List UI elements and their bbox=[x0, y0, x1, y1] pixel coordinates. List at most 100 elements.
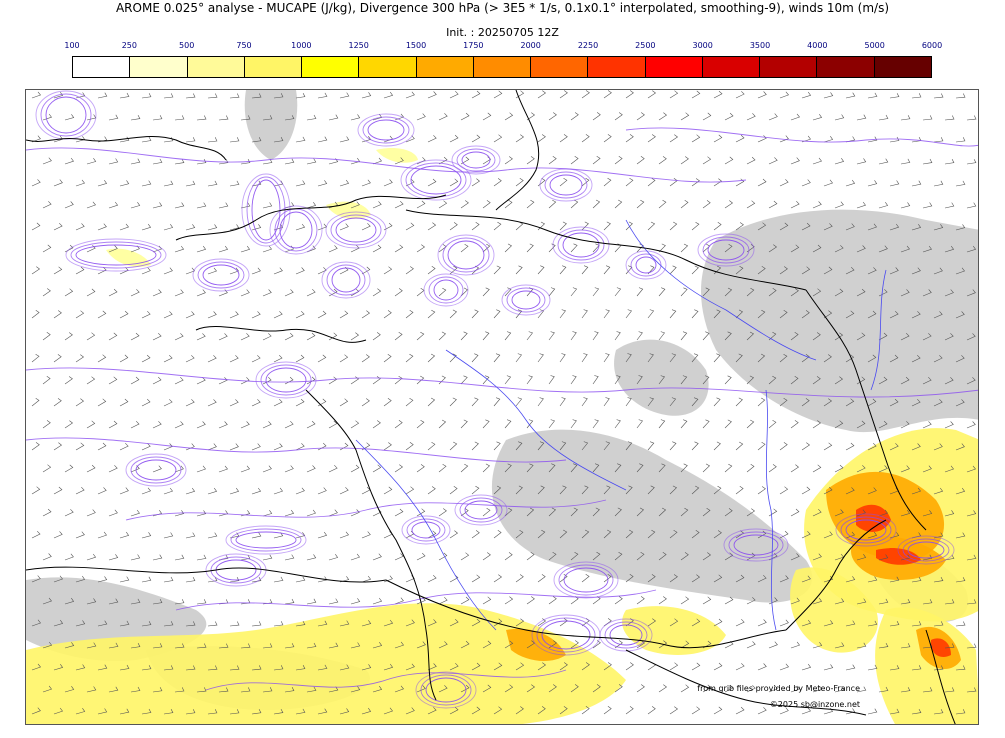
wind-barb bbox=[977, 229, 978, 230]
wind-barb bbox=[207, 665, 218, 671]
divergence-contour bbox=[433, 279, 459, 301]
wind-barb bbox=[724, 552, 734, 561]
wind-barb bbox=[933, 355, 943, 363]
wind-barb bbox=[427, 619, 437, 627]
divergence-contour bbox=[625, 127, 978, 147]
wind-barb bbox=[372, 597, 383, 605]
wind-barb bbox=[944, 687, 955, 693]
wind-barb bbox=[922, 421, 932, 429]
wind-barb bbox=[229, 311, 239, 319]
wind-barb bbox=[361, 310, 371, 319]
wind-barb bbox=[735, 706, 745, 715]
divergence-contour bbox=[425, 677, 467, 703]
wind-barb bbox=[493, 134, 503, 143]
wind-barb bbox=[581, 221, 589, 231]
wind-barb bbox=[933, 709, 944, 715]
wind-barb bbox=[647, 309, 655, 319]
wind-barb bbox=[306, 465, 316, 473]
wind-barb bbox=[966, 599, 977, 605]
wind-barb bbox=[955, 443, 965, 451]
wind-barb bbox=[801, 398, 810, 407]
wind-barb bbox=[427, 707, 437, 715]
wind-barb bbox=[152, 598, 163, 605]
wind-barb bbox=[185, 443, 195, 451]
wind-barb bbox=[42, 685, 52, 693]
wind-barb bbox=[548, 375, 555, 385]
wind-barb bbox=[460, 243, 469, 253]
wind-barb bbox=[702, 112, 712, 121]
wind-barb bbox=[504, 199, 513, 209]
wind-barb bbox=[603, 529, 612, 539]
wind-barb bbox=[207, 224, 218, 231]
wind-barb bbox=[680, 684, 690, 693]
wind-barb bbox=[680, 243, 689, 253]
wind-barb bbox=[185, 576, 196, 583]
wind-barb bbox=[31, 353, 40, 363]
wind-barb bbox=[867, 92, 878, 99]
wind-barb bbox=[812, 332, 821, 341]
wind-barb bbox=[449, 618, 459, 627]
wind-barb bbox=[823, 92, 834, 99]
wind-barb bbox=[922, 202, 933, 209]
wind-barb bbox=[361, 531, 371, 539]
wind-barb bbox=[570, 331, 577, 341]
wind-barb bbox=[537, 618, 547, 627]
wind-barb bbox=[856, 554, 867, 561]
wind-barb bbox=[955, 665, 966, 671]
wind-barb bbox=[515, 397, 523, 407]
divergence-contour bbox=[840, 516, 892, 544]
wind-barb bbox=[823, 398, 833, 407]
wind-barb bbox=[383, 310, 392, 319]
divergence-contour bbox=[26, 437, 567, 463]
wind-barb bbox=[416, 641, 426, 649]
wind-barb bbox=[834, 420, 844, 429]
wind-barb bbox=[141, 267, 151, 275]
wind-barb bbox=[581, 309, 588, 319]
wind-barb bbox=[933, 180, 944, 187]
divergence-contour bbox=[415, 671, 477, 709]
wind-barb bbox=[955, 532, 966, 539]
wind-barb bbox=[64, 288, 74, 297]
wind-barb bbox=[42, 420, 51, 429]
wind-barb bbox=[493, 353, 501, 363]
wind-barb bbox=[625, 309, 632, 319]
wind-barb bbox=[515, 353, 522, 363]
wind-barb bbox=[119, 92, 130, 99]
wind-barb bbox=[746, 200, 756, 209]
coastline bbox=[195, 326, 367, 343]
wind-barb bbox=[86, 420, 96, 429]
wind-barb bbox=[669, 397, 677, 407]
divergence-contour bbox=[733, 534, 779, 556]
divergence-contour bbox=[420, 674, 472, 706]
wind-barb bbox=[108, 288, 118, 297]
wind-barb bbox=[64, 553, 74, 561]
wind-barb bbox=[647, 397, 654, 407]
wind-barb bbox=[218, 159, 229, 165]
wind-barb bbox=[251, 399, 261, 407]
wind-barb bbox=[86, 201, 97, 209]
wind-barb bbox=[581, 90, 590, 99]
wind-barb bbox=[856, 376, 866, 385]
wind-barb bbox=[504, 156, 513, 165]
wind-barb bbox=[537, 309, 545, 319]
wind-barb bbox=[570, 640, 579, 649]
wind-barb bbox=[471, 178, 481, 187]
wind-barb bbox=[251, 180, 262, 187]
wind-barb bbox=[559, 265, 567, 275]
wind-barb bbox=[207, 709, 218, 715]
wind-barb bbox=[735, 618, 745, 627]
wind-barb bbox=[559, 485, 567, 495]
wind-barb bbox=[724, 200, 734, 209]
river bbox=[625, 219, 817, 361]
colorbar-tick-label: 4000 bbox=[807, 41, 828, 50]
wind-barb bbox=[350, 553, 360, 561]
wind-barb bbox=[625, 397, 632, 407]
wind-barb bbox=[185, 93, 196, 99]
wind-barb bbox=[449, 441, 458, 451]
divergence-contour bbox=[437, 234, 495, 276]
wind-barb bbox=[669, 265, 677, 275]
wind-barb bbox=[801, 91, 812, 99]
wind-barb bbox=[383, 707, 393, 715]
wind-barb bbox=[658, 596, 667, 605]
colorbar-tick-label: 100 bbox=[64, 41, 80, 50]
